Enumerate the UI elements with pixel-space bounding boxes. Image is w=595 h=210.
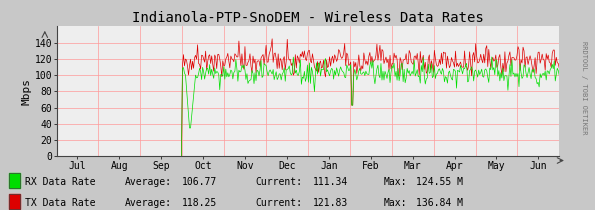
Text: RX Data Rate: RX Data Rate xyxy=(25,177,95,187)
Text: Average:: Average: xyxy=(125,177,172,187)
Text: Max:: Max: xyxy=(384,177,407,187)
Text: 106.77: 106.77 xyxy=(181,177,217,187)
Text: RRDTOOL / TOBI OETIKER: RRDTOOL / TOBI OETIKER xyxy=(581,41,587,135)
Text: 111.34: 111.34 xyxy=(312,177,347,187)
Y-axis label: Mbps: Mbps xyxy=(22,78,32,105)
Text: Average:: Average: xyxy=(125,198,172,208)
Title: Indianola-PTP-SnoDEM - Wireless Data Rates: Indianola-PTP-SnoDEM - Wireless Data Rat… xyxy=(132,11,484,25)
Text: 118.25: 118.25 xyxy=(181,198,217,208)
Text: TX Data Rate: TX Data Rate xyxy=(25,198,95,208)
Text: Current:: Current: xyxy=(256,177,303,187)
Text: 124.55 M: 124.55 M xyxy=(416,177,464,187)
Text: 136.84 M: 136.84 M xyxy=(416,198,464,208)
Text: Max:: Max: xyxy=(384,198,407,208)
Text: Current:: Current: xyxy=(256,198,303,208)
Text: 121.83: 121.83 xyxy=(312,198,347,208)
